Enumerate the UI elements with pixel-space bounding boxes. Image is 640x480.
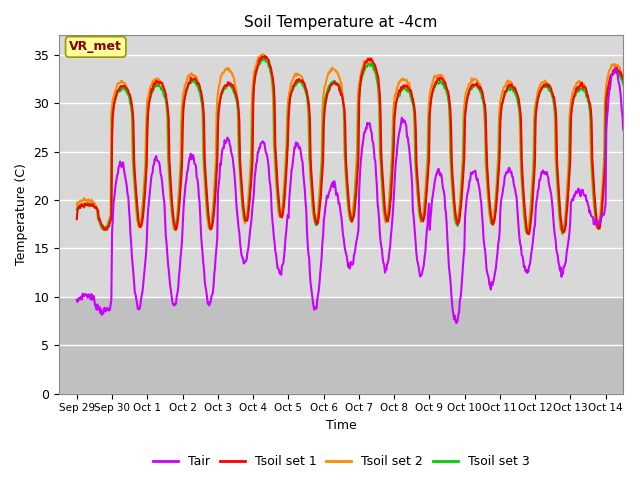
Tsoil set 2 — [73, 202, 81, 208]
Tair — [149, 163, 157, 168]
Tsoil set 2 — [466, 81, 474, 87]
Tair — [479, 221, 486, 227]
Tsoil set 1 — [620, 76, 627, 82]
Legend: Tair, Tsoil set 1, Tsoil set 2, Tsoil set 3: Tair, Tsoil set 1, Tsoil set 2, Tsoil se… — [148, 450, 535, 473]
Tsoil set 2 — [75, 200, 83, 206]
Tsoil set 1 — [149, 83, 157, 89]
Bar — [59, 297, 623, 394]
Tsoil set 1 — [261, 53, 269, 59]
Tsoil set 1 — [75, 203, 83, 209]
Line: Tsoil set 3: Tsoil set 3 — [77, 59, 623, 233]
Tsoil set 1 — [328, 82, 335, 88]
Tsoil set 1 — [307, 156, 314, 162]
Tsoil set 3 — [149, 88, 157, 94]
Tsoil set 2 — [307, 179, 314, 184]
Tair — [452, 320, 460, 326]
Tsoil set 2 — [479, 95, 486, 101]
Y-axis label: Temperature (C): Temperature (C) — [15, 164, 28, 265]
Tair — [75, 295, 83, 301]
Line: Tair: Tair — [77, 68, 623, 323]
Tair — [326, 186, 334, 192]
Tsoil set 1 — [479, 91, 486, 96]
Tsoil set 3 — [479, 95, 486, 101]
Tsoil set 2 — [149, 79, 157, 84]
Title: Soil Temperature at -4cm: Soil Temperature at -4cm — [244, 15, 438, 30]
Tair — [306, 272, 314, 277]
Tsoil set 1 — [524, 231, 532, 237]
Tsoil set 3 — [466, 87, 474, 93]
Line: Tsoil set 1: Tsoil set 1 — [77, 56, 623, 234]
Tsoil set 1 — [466, 87, 474, 93]
Line: Tsoil set 2: Tsoil set 2 — [77, 54, 623, 234]
Tsoil set 3 — [620, 82, 627, 87]
Tsoil set 3 — [524, 230, 532, 236]
Tair — [466, 178, 474, 184]
Tair — [73, 297, 81, 303]
Tsoil set 3 — [73, 206, 81, 212]
Tsoil set 3 — [307, 166, 314, 172]
Tsoil set 2 — [328, 68, 335, 74]
Tsoil set 3 — [259, 56, 266, 62]
Tsoil set 2 — [558, 231, 566, 237]
Tsoil set 2 — [260, 51, 268, 57]
Text: VR_met: VR_met — [69, 40, 122, 53]
Tsoil set 1 — [73, 216, 81, 222]
Tsoil set 2 — [620, 78, 627, 84]
Tair — [611, 65, 619, 71]
X-axis label: Time: Time — [326, 419, 356, 432]
Tsoil set 3 — [75, 205, 83, 211]
Tsoil set 3 — [328, 80, 335, 86]
Tair — [620, 127, 627, 132]
